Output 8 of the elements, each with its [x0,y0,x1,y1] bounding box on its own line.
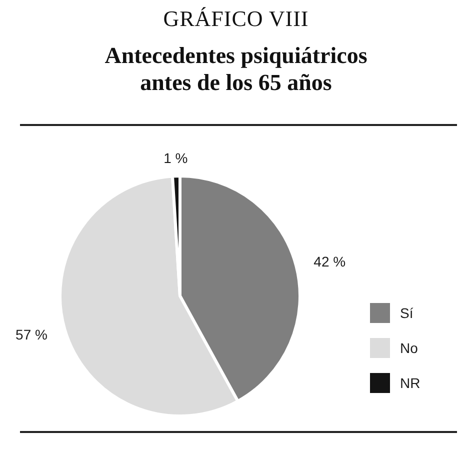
legend-label: No [400,340,418,356]
data-label: 42 % [314,254,346,270]
data-label: 1 % [164,150,188,166]
chart-subtitle: Antecedentes psiquiátricos antes de los 65 años [104,42,368,96]
legend-label: NR [400,374,420,390]
data-label: 57 % [16,326,48,342]
chart-title: GRÁFICO VIII [162,6,310,32]
legend-label: Sí [400,304,414,320]
